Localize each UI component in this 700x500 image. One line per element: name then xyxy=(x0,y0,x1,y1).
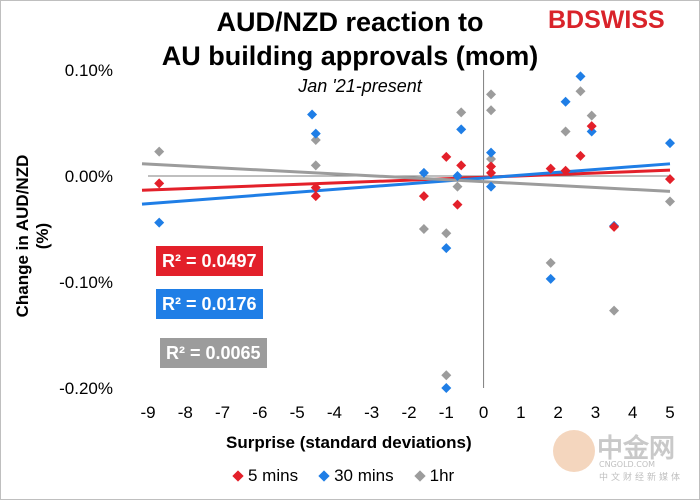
data-point-one_hour xyxy=(456,107,467,118)
data-point-one_hour xyxy=(418,224,429,234)
data-point-five_min xyxy=(154,178,165,189)
data-point-one_hour xyxy=(441,370,452,381)
y-tick-label: -0.10% xyxy=(59,273,113,292)
legend-marker-30-mins xyxy=(318,470,330,482)
tick-labels-group: -9 -8 -7 -6 -5 -4 -3 -2 -1 0 1 2 3 4 5 0.10% 0.00% -0.10%… xyxy=(59,61,675,422)
data-point-one_hour xyxy=(609,305,620,316)
chart-title-line-1: AUD/NZD reaction to xyxy=(216,7,484,37)
data-point-one_hour xyxy=(310,134,321,145)
legend-marker-1hr xyxy=(413,470,426,482)
trendline-one_hour xyxy=(141,162,671,193)
points-group xyxy=(154,71,675,393)
watermark-logo-icon xyxy=(553,430,595,472)
data-point-thirty_min xyxy=(307,109,318,120)
data-point-thirty_min xyxy=(418,167,429,178)
data-point-thirty_min xyxy=(456,124,467,135)
x-tick-label: -1 xyxy=(439,403,454,422)
data-point-thirty_min xyxy=(560,96,571,107)
data-point-five_min xyxy=(545,163,556,174)
data-point-one_hour xyxy=(452,181,463,192)
data-point-five_min xyxy=(310,182,321,193)
x-tick-label: 0 xyxy=(479,403,488,422)
x-tick-label: -5 xyxy=(290,403,305,422)
axes-group xyxy=(148,70,670,388)
legend-label-5-mins: 5 mins xyxy=(248,466,299,485)
x-tick-label: 3 xyxy=(591,403,600,422)
data-point-one_hour xyxy=(154,146,165,157)
data-point-thirty_min xyxy=(486,147,497,158)
x-tick-label: -8 xyxy=(178,403,193,422)
data-point-five_min xyxy=(560,165,571,176)
y-axis-label: Change in AUD/NZD (%) xyxy=(13,154,52,318)
data-point-one_hour xyxy=(486,105,497,116)
y-tick-label: -0.20% xyxy=(59,379,113,398)
data-point-five_min xyxy=(456,160,467,171)
trendlines-group xyxy=(141,162,671,206)
data-point-thirty_min xyxy=(441,383,452,393)
data-point-thirty_min xyxy=(586,126,597,137)
x-tick-label: 2 xyxy=(553,403,562,422)
trendline-five_min xyxy=(141,168,671,192)
data-point-thirty_min xyxy=(545,273,556,284)
data-point-five_min xyxy=(310,191,321,202)
x-tick-label: -7 xyxy=(215,403,230,422)
data-point-one_hour xyxy=(310,160,321,171)
y-tick-label: 0.10% xyxy=(65,61,113,80)
data-point-one_hour xyxy=(441,228,452,239)
data-point-five_min xyxy=(486,167,497,178)
x-tick-label: -6 xyxy=(252,403,267,422)
brand-logo: BDSWISS xyxy=(548,6,665,34)
data-point-one_hour xyxy=(486,154,497,165)
chart-title-line-2: AU building approvals (mom) xyxy=(161,41,539,71)
data-point-five_min xyxy=(486,161,497,172)
legend-item-30-mins: 30 mins xyxy=(318,466,394,486)
data-point-one_hour xyxy=(575,86,586,97)
data-point-thirty_min xyxy=(154,217,165,228)
watermark-text: 中金网 xyxy=(597,434,676,464)
data-point-thirty_min xyxy=(665,138,675,149)
data-point-five_min xyxy=(441,151,452,162)
x-tick-label: -2 xyxy=(401,403,416,422)
x-tick-label: 4 xyxy=(628,403,637,422)
data-point-thirty_min xyxy=(441,243,452,254)
data-point-five_min xyxy=(586,121,597,132)
data-point-one_hour xyxy=(665,196,675,207)
data-point-five_min xyxy=(609,221,620,232)
y-tick-label: 0.00% xyxy=(65,167,113,186)
x-tick-label: -4 xyxy=(327,403,342,422)
data-point-five_min xyxy=(418,191,429,202)
legend-item-1hr: 1hr xyxy=(413,466,455,486)
data-point-thirty_min xyxy=(310,128,321,139)
trendline-thirty_min xyxy=(141,162,671,206)
data-point-thirty_min xyxy=(452,171,463,181)
data-point-thirty_min xyxy=(486,181,497,192)
x-tick-label: -9 xyxy=(140,403,155,422)
legend: 5 mins 30 mins 1hr xyxy=(232,466,455,486)
legend-label-1hr: 1hr xyxy=(429,466,455,485)
data-point-thirty_min xyxy=(575,71,586,82)
watermark-subtext: 中文财经新媒体 xyxy=(599,473,684,483)
chart-subtitle: Jan '21-present xyxy=(298,76,422,96)
r2-label-30-mins: R² = 0.0176 xyxy=(156,289,263,319)
x-tick-label: 5 xyxy=(665,403,674,422)
r2-label-5-mins: R² = 0.0497 xyxy=(156,246,263,276)
data-point-one_hour xyxy=(560,126,571,137)
data-point-five_min xyxy=(575,150,586,161)
data-point-one_hour xyxy=(545,257,556,268)
data-point-five_min xyxy=(452,199,463,210)
legend-marker-5-mins xyxy=(232,470,244,482)
legend-label-30-mins: 30 mins xyxy=(334,466,394,485)
legend-item-5-mins: 5 mins xyxy=(232,466,299,486)
r2-label-1hr: R² = 0.0065 xyxy=(160,338,267,368)
data-point-one_hour xyxy=(586,110,597,121)
x-tick-label: 1 xyxy=(516,403,525,422)
x-tick-label: -3 xyxy=(364,403,379,422)
x-axis-label: Surprise (standard deviations) xyxy=(226,433,472,452)
data-point-one_hour xyxy=(486,89,497,100)
watermark: 中金网 CNGOLD.COM 中文财经新媒体 xyxy=(553,428,693,483)
watermark-url: CNGOLD.COM xyxy=(599,460,656,469)
data-point-five_min xyxy=(665,174,675,185)
